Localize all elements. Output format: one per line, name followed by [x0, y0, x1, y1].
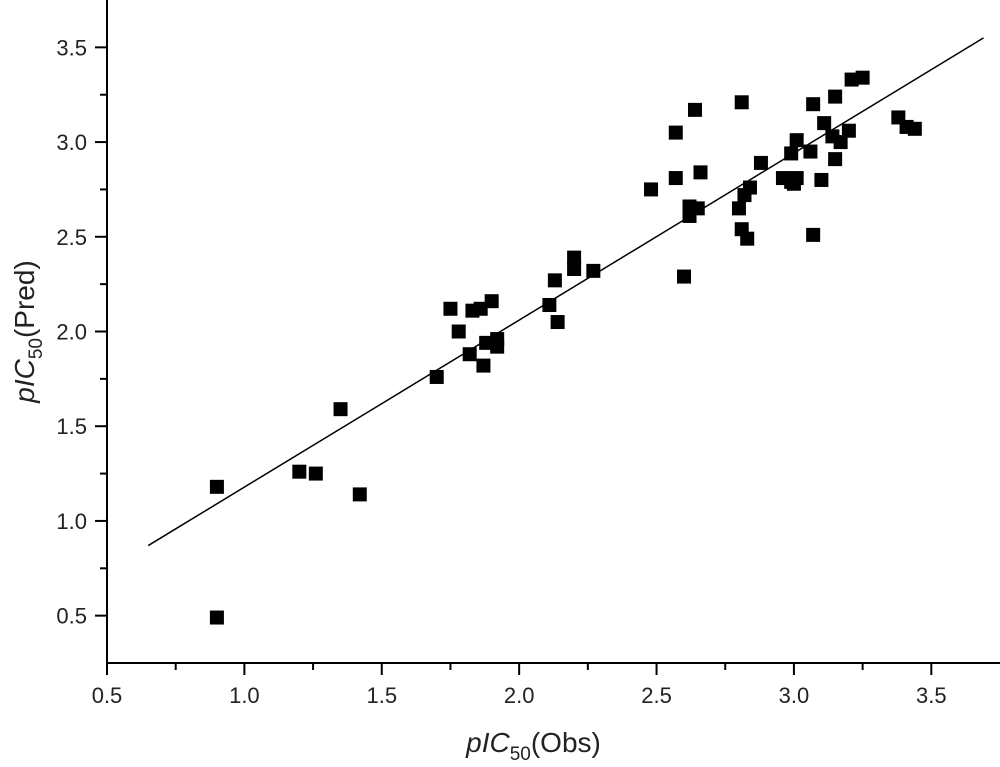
data-point: [693, 165, 708, 180]
y-axis-ticks: 0.5 1.0 1.5 2.0 2.5 3.0 3.5: [56, 35, 107, 629]
data-point: [443, 301, 458, 316]
data-point: [586, 263, 601, 278]
x-title-subscript: 50: [510, 744, 531, 765]
data-point: [451, 324, 466, 339]
data-point: [806, 227, 821, 242]
y-tick-label: 2.5: [56, 225, 87, 250]
data-point: [740, 231, 755, 246]
data-point: [833, 135, 848, 150]
y-tick-label: 3.0: [56, 130, 87, 155]
y-title-main: pIC: [9, 358, 40, 403]
data-point: [688, 102, 703, 117]
y-title-suffix: (Pred): [9, 260, 40, 338]
x-axis-ticks: 0.5 1.0 1.5 2.0 2.5 3.0 3.5: [92, 663, 947, 708]
data-point: [828, 89, 843, 104]
data-point: [490, 332, 505, 347]
x-tick-label: 0.5: [92, 683, 123, 708]
data-point: [734, 95, 749, 110]
x-tick-label: 3.0: [779, 683, 810, 708]
data-point: [742, 180, 757, 195]
y-axis-title: pIC50(Pred): [9, 260, 47, 404]
data-point: [484, 294, 499, 309]
data-point: [789, 171, 804, 186]
data-point: [677, 269, 692, 284]
data-point: [784, 146, 799, 161]
x-tick-label: 1.5: [366, 683, 397, 708]
data-point: [352, 487, 367, 502]
y-tick-label: 0.5: [56, 604, 87, 629]
x-tick-label: 2.0: [504, 683, 535, 708]
data-point: [567, 250, 582, 265]
data-point: [292, 464, 307, 479]
data-point: [462, 347, 477, 362]
data-point: [429, 369, 444, 384]
data-point: [476, 358, 491, 373]
y-title-subscript: 50: [26, 338, 47, 359]
x-title-suffix: (Obs): [531, 727, 601, 758]
x-tick-label: 1.0: [229, 683, 260, 708]
y-tick-label: 3.5: [56, 35, 87, 60]
data-point: [333, 402, 348, 417]
data-point: [753, 155, 768, 170]
x-tick-label: 3.5: [916, 683, 947, 708]
data-point: [817, 116, 832, 131]
data-point: [789, 133, 804, 148]
data-point: [828, 152, 843, 167]
data-point: [479, 335, 494, 350]
x-tick-label: 2.5: [641, 683, 672, 708]
data-point: [209, 610, 224, 625]
data-point: [668, 125, 683, 140]
y-tick-label: 1.5: [56, 414, 87, 439]
data-point: [542, 297, 557, 312]
data-point: [841, 123, 856, 138]
data-point: [731, 201, 746, 216]
data-point: [690, 201, 705, 216]
data-point: [855, 70, 870, 85]
data-point: [803, 144, 818, 159]
data-point: [547, 273, 562, 288]
data-point: [844, 72, 859, 87]
plot-area: 0.5 1.0 1.5 2.0 2.5 3.0 3.5 0.5 1.0 1.5 2.0 2.5 3.0…: [56, 0, 1000, 708]
y-tick-label: 1.0: [56, 509, 87, 534]
data-point: [550, 315, 565, 330]
data-point: [907, 121, 922, 136]
x-axis-title: pIC50(Obs): [465, 727, 601, 765]
data-point: [668, 171, 683, 186]
data-point: [567, 261, 582, 276]
data-point: [473, 301, 488, 316]
data-point: [308, 466, 323, 481]
data-point: [644, 182, 659, 197]
data-point: [814, 172, 829, 187]
data-point: [806, 97, 821, 112]
x-title-main: pIC: [465, 727, 510, 758]
y-tick-label: 2.0: [56, 320, 87, 345]
regression-line: [147, 37, 984, 547]
data-points: [209, 70, 922, 625]
data-point: [209, 479, 224, 494]
